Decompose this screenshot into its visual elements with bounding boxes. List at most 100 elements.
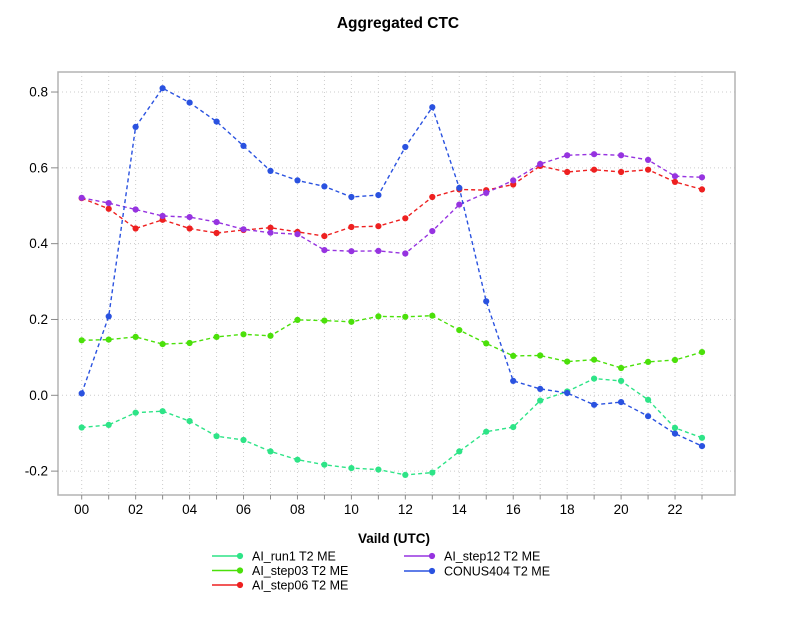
data-point [564,358,571,365]
data-point [105,421,112,428]
legend-item: CONUS404 T2 ME [404,564,550,578]
legend-marker [236,581,244,589]
data-point [402,215,409,222]
legend-marker [236,552,244,560]
data-point [429,104,436,111]
data-point [267,229,274,236]
data-point [267,332,274,339]
y-tick-label: 0.4 [29,236,48,251]
data-point [564,152,571,159]
data-point [645,413,652,420]
data-point [321,461,328,468]
data-point [375,192,382,199]
data-point [186,418,193,425]
data-point [132,409,139,416]
x-tick-label: 14 [452,502,468,517]
data-point [537,160,544,168]
data-point [698,186,706,193]
data-point [159,408,166,415]
data-point [671,430,679,437]
data-point [645,358,652,365]
data-point [348,223,355,231]
data-point [375,466,382,473]
data-point [294,456,301,463]
data-point [510,377,517,384]
data-point [671,356,679,364]
x-tick-label: 12 [398,502,413,517]
data-point [618,168,625,176]
data-point [698,434,706,441]
data-point [159,85,166,92]
data-point [213,219,220,226]
x-tick-label: 18 [560,502,575,517]
data-point [105,336,112,343]
data-point [105,205,112,212]
data-point [510,177,517,184]
data-point [213,433,220,440]
data-point [591,151,598,158]
data-point [78,194,85,201]
legend-item: AI_step12 T2 ME [404,549,540,563]
legend-label: CONUS404 T2 ME [444,564,550,578]
data-point [510,352,517,359]
series-conus404 [78,85,706,450]
data-point [618,377,625,384]
plot-frame [57,71,736,496]
data-point [348,318,355,325]
data-point [186,214,193,221]
data-point [645,156,652,163]
data-point [105,313,112,320]
data-point [159,212,166,220]
data-point [294,316,301,323]
legend-item: AI_step06 T2 ME [212,578,348,592]
data-point [456,201,463,208]
data-point [483,428,490,435]
data-point [618,152,625,159]
data-point [591,166,598,173]
series-line [81,314,703,369]
data-series [78,85,706,478]
series-line [81,377,703,476]
data-point [375,223,382,230]
frame-rect [57,71,736,496]
data-point [240,436,247,444]
data-point [618,364,625,372]
data-point [591,401,598,408]
data-point [78,337,85,344]
data-point [429,193,436,201]
series-line [81,165,703,237]
data-point [78,390,85,397]
data-point [375,313,382,320]
data-point [483,340,490,347]
data-point [429,228,436,235]
data-point [294,177,301,184]
legend-label: AI_step06 T2 ME [252,578,348,592]
legend-marker [236,567,244,574]
data-point [321,247,328,254]
legend-label: AI_step03 T2 ME [252,564,348,578]
data-point [402,250,409,257]
data-point [402,313,409,320]
data-point [456,448,463,455]
legend-item: AI_run1 T2 ME [212,549,336,563]
data-point [671,178,679,185]
series-ai_step06 [78,162,706,240]
data-point [186,339,193,347]
data-point [671,424,679,431]
data-point [294,231,301,238]
data-point [213,118,220,125]
x-tick-label: 02 [128,502,143,517]
data-point [240,142,247,149]
data-point [105,200,112,207]
axis-ticks [51,91,703,500]
data-point [698,443,706,450]
legend-label: AI_step12 T2 ME [444,549,540,563]
x-tick-label: 22 [668,502,683,517]
data-point [159,341,166,348]
legend-marker [428,552,436,560]
series-ai_step12 [78,151,706,257]
data-point [671,173,679,180]
data-point [348,193,355,201]
